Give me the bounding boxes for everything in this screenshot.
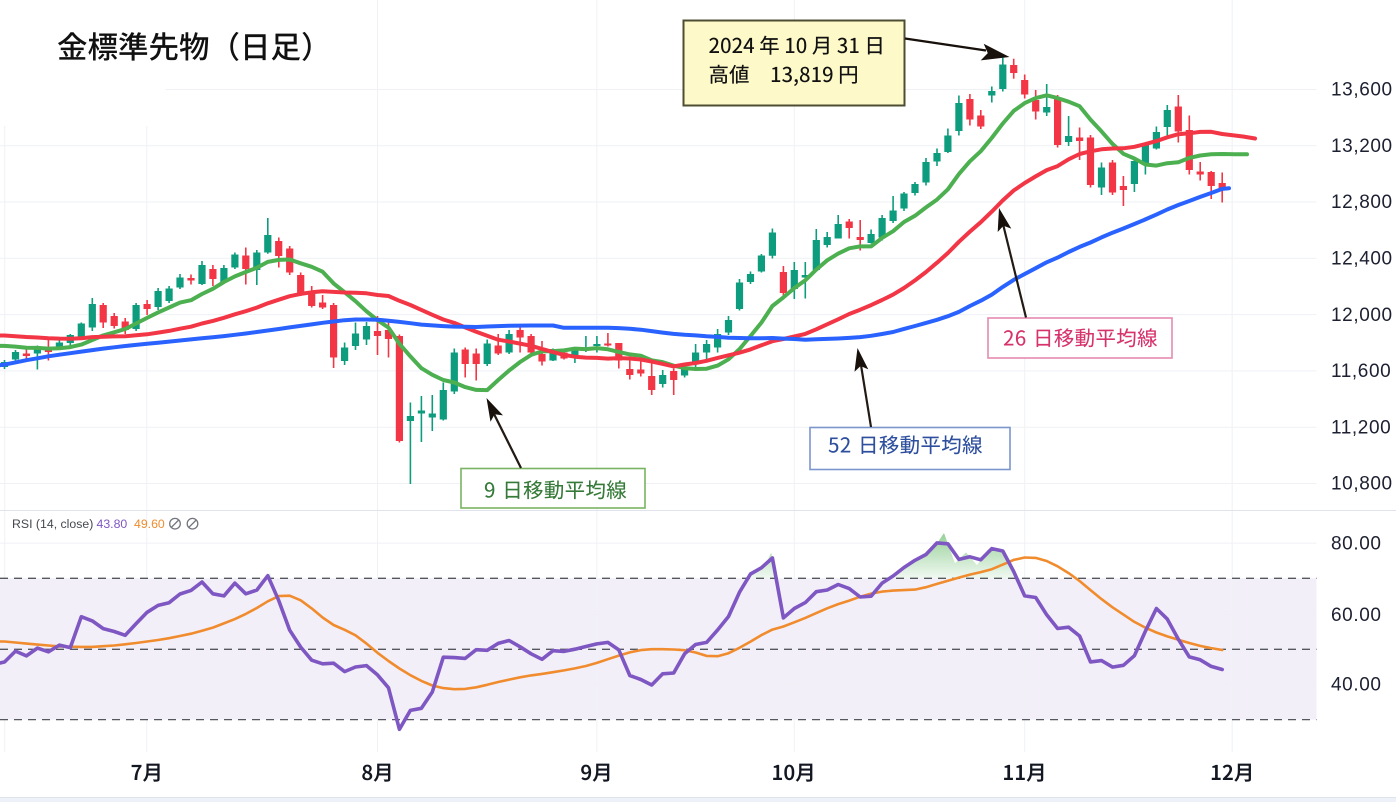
svg-text:11,600: 11,600: [1331, 361, 1391, 382]
svg-text:43.80: 43.80: [97, 517, 128, 531]
svg-text:40.00: 40.00: [1331, 674, 1382, 695]
svg-text:49.60: 49.60: [134, 517, 165, 531]
svg-text:12,800: 12,800: [1331, 192, 1393, 213]
svg-text:12,400: 12,400: [1331, 249, 1393, 270]
svg-text:80.00: 80.00: [1331, 533, 1382, 554]
svg-text:13,600: 13,600: [1331, 80, 1393, 101]
svg-text:60.00: 60.00: [1331, 605, 1382, 626]
svg-text:11,200: 11,200: [1331, 417, 1391, 438]
svg-text:RSI (14, close): RSI (14, close): [12, 517, 93, 531]
svg-text:10,800: 10,800: [1331, 474, 1393, 495]
svg-text:12,000: 12,000: [1331, 305, 1393, 326]
svg-text:13,200: 13,200: [1331, 136, 1393, 157]
